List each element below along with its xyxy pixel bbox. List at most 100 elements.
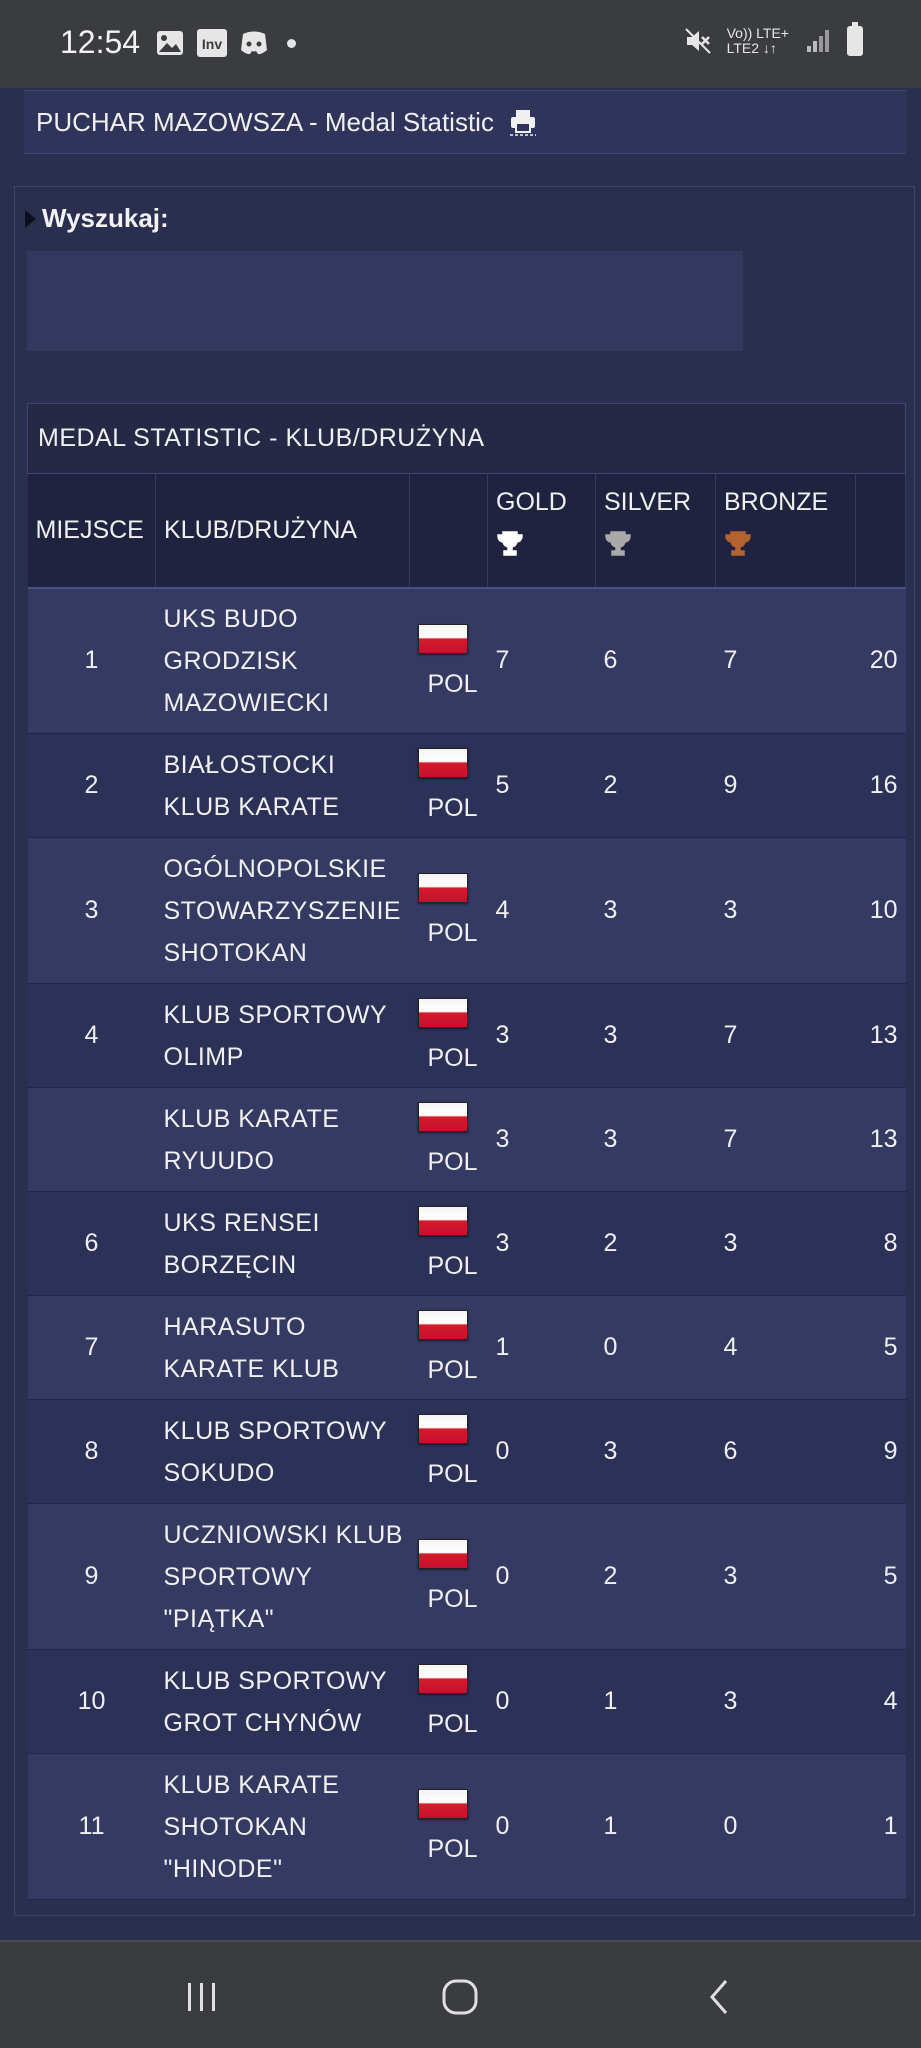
table-row[interactable]: KLUB KARATE RYUUDO POL 3 3 7 13 <box>27 1087 906 1192</box>
club-name-cell[interactable]: KLUB SPORTOWY OLIMP <box>155 983 410 1088</box>
club-name-cell[interactable]: UKS RENSEI BORZĘCIN <box>155 1191 410 1296</box>
country-cell: POL <box>409 1753 488 1900</box>
poland-flag-icon <box>417 873 468 903</box>
rank-cell: 6 <box>27 1191 156 1296</box>
poland-flag-icon <box>417 623 468 654</box>
silver-trophy-icon <box>605 531 631 556</box>
total-count-cell: 10 <box>855 837 906 984</box>
country-cell: POL <box>409 983 488 1088</box>
gold-count-cell: 7 <box>487 587 596 734</box>
statistics-panel: Wyszukaj: MEDAL STATISTIC - KLUB/DRUŻYNA… <box>14 186 915 1916</box>
total-count-cell: 16 <box>855 733 906 838</box>
rank-cell: 10 <box>27 1649 156 1754</box>
gold-count-cell: 1 <box>487 1295 596 1400</box>
table-row[interactable]: 2 BIAŁOSTOCKI KLUB KARATE POL 5 2 9 16 <box>27 733 906 838</box>
rank-cell: 2 <box>27 733 156 838</box>
poland-flag-icon <box>417 1102 468 1132</box>
search-toggle[interactable]: Wyszukaj: <box>25 203 169 234</box>
inv-icon: Inv <box>197 28 227 58</box>
silver-count-cell: 1 <box>595 1753 716 1900</box>
gold-count-cell: 0 <box>487 1399 596 1504</box>
rank-cell: 4 <box>27 983 156 1088</box>
poland-flag-icon <box>417 1414 468 1444</box>
table-row[interactable]: 9 UCZNIOWSKI KLUB SPORTOWY "PIĄTKA" POL 0 2 3… <box>27 1503 906 1650</box>
club-name-cell[interactable]: KLUB KARATE RYUUDO <box>155 1087 410 1192</box>
club-name-cell[interactable]: KLUB SPORTOWY SOKUDO <box>155 1399 410 1504</box>
column-header-silver[interactable]: SILVER <box>595 473 716 589</box>
club-name-cell[interactable]: HARASUTO KARATE KLUB <box>155 1295 410 1400</box>
status-bar: 12:54 Inv Vo)) LTE+ LTE2 ↓↑ <box>0 0 921 88</box>
system-icons: Vo)) LTE+ LTE2 ↓↑ <box>683 22 863 56</box>
poland-flag-icon <box>417 1206 468 1236</box>
mute-icon <box>683 26 713 56</box>
gold-count-cell: 3 <box>487 1087 596 1192</box>
club-name-cell[interactable]: BIAŁOSTOCKI KLUB KARATE <box>155 733 410 838</box>
battery-icon <box>847 22 863 56</box>
rank-cell: 9 <box>27 1503 156 1650</box>
table-row[interactable]: 11 KLUB KARATE SHOTOKAN "HINODE" POL 0 1 0 1 <box>27 1753 906 1900</box>
silver-count-cell: 0 <box>595 1295 716 1400</box>
status-time: 12:54 <box>60 24 141 60</box>
column-header-bronze[interactable]: BRONZE <box>715 473 856 589</box>
club-name-cell[interactable]: OGÓLNOPOLSKIE STOWARZYSZENIE SHOTOKAN <box>155 837 410 984</box>
table-row[interactable]: 7 HARASUTO KARATE KLUB POL 1 0 4 5 <box>27 1295 906 1400</box>
total-count-cell: 9 <box>855 1399 906 1504</box>
table-row[interactable]: 3 OGÓLNOPOLSKIE STOWARZYSZENIE SHOTOKAN PO… <box>27 837 906 984</box>
table-row[interactable]: 4 KLUB SPORTOWY OLIMP POL 3 3 7 13 <box>27 983 906 1088</box>
recent-apps-icon[interactable] <box>172 1972 232 2022</box>
column-header-gold[interactable]: GOLD <box>487 473 596 589</box>
table-body: 1 UKS BUDO GRODZISK MAZOWIECKI POL 7 6 7 20 2 BI… <box>27 587 906 1900</box>
total-count-cell: 8 <box>855 1191 906 1296</box>
country-code: POL <box>427 1710 478 1738</box>
table-row[interactable]: 1 UKS BUDO GRODZISK MAZOWIECKI POL 7 6 7 20 <box>27 587 906 734</box>
gold-trophy-icon <box>497 531 523 556</box>
club-name-cell[interactable]: UCZNIOWSKI KLUB SPORTOWY "PIĄTKA" <box>155 1503 410 1650</box>
total-count-cell: 13 <box>855 1087 906 1192</box>
table-row[interactable]: 8 KLUB SPORTOWY SOKUDO POL 0 3 6 9 <box>27 1399 906 1504</box>
column-header-country[interactable] <box>409 473 488 589</box>
country-code: POL <box>427 794 478 822</box>
total-count-cell: 1 <box>855 1753 906 1900</box>
column-header-total[interactable] <box>855 473 907 589</box>
silver-count-cell: 1 <box>595 1649 716 1754</box>
image-icon <box>155 28 185 58</box>
country-cell: POL <box>409 1087 488 1192</box>
total-count-cell: 20 <box>855 587 906 734</box>
club-name-cell[interactable]: UKS BUDO GRODZISK MAZOWIECKI <box>155 587 410 734</box>
column-header-rank[interactable]: MIEJSCE <box>27 473 156 589</box>
club-name-cell[interactable]: KLUB SPORTOWY GROT CHYNÓW <box>155 1649 410 1754</box>
back-icon[interactable] <box>690 1972 750 2022</box>
table-caption-row: MEDAL STATISTIC - KLUB/DRUŻYNA <box>26 403 907 474</box>
table-row[interactable]: 10 KLUB SPORTOWY GROT CHYNÓW POL 0 1 3 4 <box>27 1649 906 1754</box>
country-code: POL <box>427 1148 478 1176</box>
country-cell: POL <box>409 1295 488 1400</box>
silver-count-cell: 3 <box>595 837 716 984</box>
rank-cell: 1 <box>27 587 156 734</box>
poland-flag-icon <box>417 748 468 778</box>
bronze-count-cell: 3 <box>715 1503 856 1650</box>
gold-count-cell: 3 <box>487 1191 596 1296</box>
rank-cell: 8 <box>27 1399 156 1504</box>
country-cell: POL <box>409 1649 488 1754</box>
gold-count-cell: 3 <box>487 983 596 1088</box>
medal-table: MEDAL STATISTIC - KLUB/DRUŻYNA MIEJSCE K… <box>26 403 907 1900</box>
navigation-bar <box>0 1940 921 2048</box>
page-header: PUCHAR MAZOWSZA - Medal Statistic <box>24 90 906 154</box>
silver-count-cell: 3 <box>595 1399 716 1504</box>
country-cell: POL <box>409 1503 488 1650</box>
bronze-label: BRONZE <box>724 488 829 516</box>
table-row[interactable]: 6 UKS RENSEI BORZĘCIN POL 3 2 3 8 <box>27 1191 906 1296</box>
poland-flag-icon <box>417 1664 468 1694</box>
country-code: POL <box>427 1252 478 1280</box>
home-icon[interactable] <box>430 1972 490 2022</box>
club-name-cell[interactable]: KLUB KARATE SHOTOKAN "HINODE" <box>155 1753 410 1900</box>
table-caption: MEDAL STATISTIC - KLUB/DRUŻYNA <box>26 403 907 474</box>
country-code: POL <box>427 1044 478 1072</box>
total-count-cell: 5 <box>855 1503 906 1650</box>
search-area[interactable] <box>27 251 743 351</box>
rank-cell: 3 <box>27 837 156 984</box>
print-icon[interactable] <box>508 107 538 137</box>
discord-icon <box>239 28 269 58</box>
column-header-club[interactable]: KLUB/DRUŻYNA <box>155 473 410 589</box>
total-count-cell: 5 <box>855 1295 906 1400</box>
